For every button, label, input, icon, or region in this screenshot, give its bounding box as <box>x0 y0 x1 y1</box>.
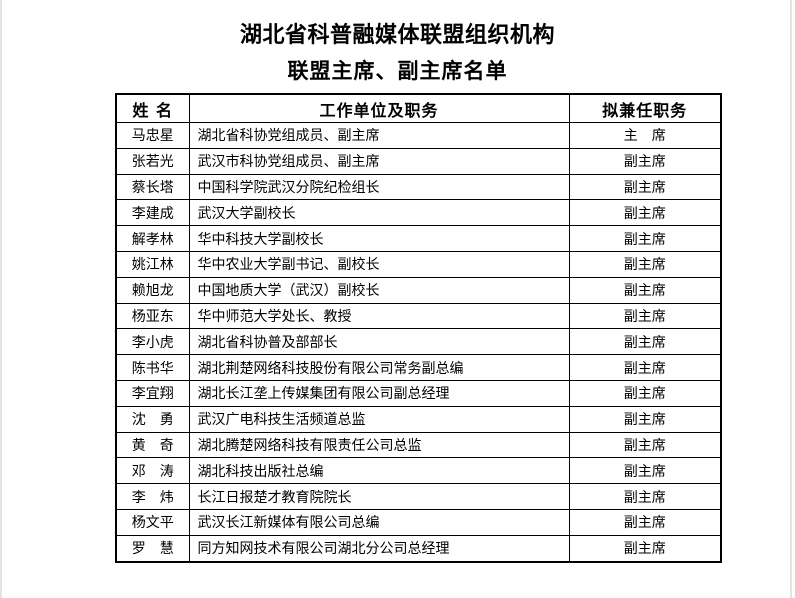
cell-position: 武汉广电科技生活频道总监 <box>188 405 570 433</box>
table-row: 李小虎 湖北省科协普及部部长 副主席 <box>115 328 722 356</box>
cell-name: 沈 勇 <box>115 405 190 433</box>
table-header-row: 姓 名 工作单位及职务 拟兼任职务 <box>115 93 722 123</box>
table-row: 杨文平 武汉长江新媒体有限公司总编 副主席 <box>115 508 722 536</box>
cell-role: 副主席 <box>568 431 722 459</box>
cell-position: 华中农业大学副书记、副校长 <box>188 250 570 278</box>
cell-name: 姚江林 <box>115 250 190 278</box>
cell-name: 马忠星 <box>115 122 190 149</box>
table-row: 沈 勇武汉广电科技生活频道总监 副主席 <box>115 405 722 433</box>
cell-name: 张若光 <box>115 147 190 175</box>
table-row: 蔡长塔 中国科学院武汉分院纪检组长 副主席 <box>115 173 722 201</box>
table-row: 解孝林 华中科技大学副校长 副主席 <box>115 225 722 252</box>
cell-position: 长江日报楚才教育院院长 <box>188 483 570 510</box>
cell-name: 杨亚东 <box>115 302 190 330</box>
cell-position: 湖北腾楚网络科技有限责任公司总监 <box>188 431 570 459</box>
table-row: 李建成 武汉大学副校长 副主席 <box>115 199 722 227</box>
cell-name: 陈书华 <box>115 354 190 381</box>
cell-name: 李小虎 <box>115 328 190 356</box>
cell-position: 中国科学院武汉分院纪检组长 <box>188 173 570 201</box>
cell-position: 湖北长江垄上传媒集团有限公司副总经理 <box>188 379 570 407</box>
cell-position: 武汉大学副校长 <box>188 199 570 227</box>
document-subtitle: 联盟主席、副主席名单 <box>287 59 508 83</box>
table-row: 李宜翔 湖北长江垄上传媒集团有限公司副总经理 副主席 <box>115 379 722 407</box>
header-name: 姓 名 <box>115 93 190 123</box>
cell-role: 副主席 <box>568 483 722 510</box>
table-row: 姚江林 华中农业大学副书记、副校长 副主席 <box>115 250 722 278</box>
cell-position: 湖北荆楚网络科技股份有限公司常务副总编 <box>188 354 570 381</box>
cell-name: 解孝林 <box>115 225 190 252</box>
cell-name: 黄 奇 <box>115 431 190 459</box>
cell-name: 赖旭龙 <box>115 276 190 304</box>
cell-role: 副主席 <box>568 379 722 407</box>
table-row: 邓 涛湖北科技出版社总编 副主席 <box>115 457 722 485</box>
header-work-unit: 工作单位及职务 <box>188 93 570 123</box>
cell-role: 副主席 <box>568 534 722 563</box>
cell-role: 副主席 <box>568 302 722 330</box>
cell-role: 副主席 <box>568 173 722 201</box>
document-title: 湖北省科普融媒体联盟组织机构 <box>239 23 555 48</box>
cell-name: 邓 涛 <box>115 457 190 485</box>
cell-role: 副主席 <box>568 250 722 278</box>
cell-role: 副主席 <box>568 328 722 356</box>
table-row: 张若光 武汉市科协党组成员、副主席 副主席 <box>115 147 722 175</box>
cell-name: 蔡长塔 <box>115 173 190 201</box>
cell-position: 武汉市科协党组成员、副主席 <box>188 147 570 175</box>
cell-position: 湖北科技出版社总编 <box>188 457 570 485</box>
cell-role: 副主席 <box>568 199 722 227</box>
cell-position: 武汉长江新媒体有限公司总编 <box>188 508 570 536</box>
cell-position: 华中师范大学处长、教授 <box>188 302 570 330</box>
page-edge-right <box>790 0 792 598</box>
table-row: 杨亚东 华中师范大学处长、教授 副主席 <box>115 302 722 330</box>
header-proposed-role: 拟兼任职务 <box>568 93 722 123</box>
member-table: 姓 名 工作单位及职务 拟兼任职务 马忠星 湖北省科协党组成员、副主席主 席张若光… <box>115 93 722 563</box>
cell-role: 副主席 <box>568 354 722 381</box>
cell-position: 中国地质大学（武汉）副校长 <box>188 276 570 304</box>
cell-position: 湖北省科协党组成员、副主席 <box>188 122 570 149</box>
cell-name: 杨文平 <box>115 508 190 536</box>
page-edge-left <box>0 0 2 598</box>
cell-name: 李宜翔 <box>115 379 190 407</box>
table-row: 赖旭龙 中国地质大学（武汉）副校长 副主席 <box>115 276 722 304</box>
cell-role: 主 席 <box>568 122 722 149</box>
cell-position: 同方知网技术有限公司湖北分公司总经理 <box>188 534 570 563</box>
cell-role: 副主席 <box>568 147 722 175</box>
table-row: 黄 奇湖北腾楚网络科技有限责任公司总监 副主席 <box>115 431 722 459</box>
cell-position: 湖北省科协普及部部长 <box>188 328 570 356</box>
table-row: 罗 慧同方知网技术有限公司湖北分公司总经理 副主席 <box>115 534 722 563</box>
cell-role: 副主席 <box>568 276 722 304</box>
cell-name: 李建成 <box>115 199 190 227</box>
table-row: 李 炜长江日报楚才教育院院长 副主席 <box>115 483 722 510</box>
cell-role: 副主席 <box>568 225 722 252</box>
cell-position: 华中科技大学副校长 <box>188 225 570 252</box>
cell-role: 副主席 <box>568 508 722 536</box>
cell-role: 副主席 <box>568 405 722 433</box>
cell-name: 罗 慧 <box>115 534 190 563</box>
table-row: 马忠星 湖北省科协党组成员、副主席主 席 <box>115 122 722 149</box>
cell-role: 副主席 <box>568 457 722 485</box>
cell-name: 李 炜 <box>115 483 190 510</box>
member-table-body: 马忠星 湖北省科协党组成员、副主席主 席张若光 武汉市科协党组成员、副主席 副主席 蔡长… <box>115 122 722 563</box>
table-row: 陈书华 湖北荆楚网络科技股份有限公司常务副总编 副主席 <box>115 354 722 381</box>
